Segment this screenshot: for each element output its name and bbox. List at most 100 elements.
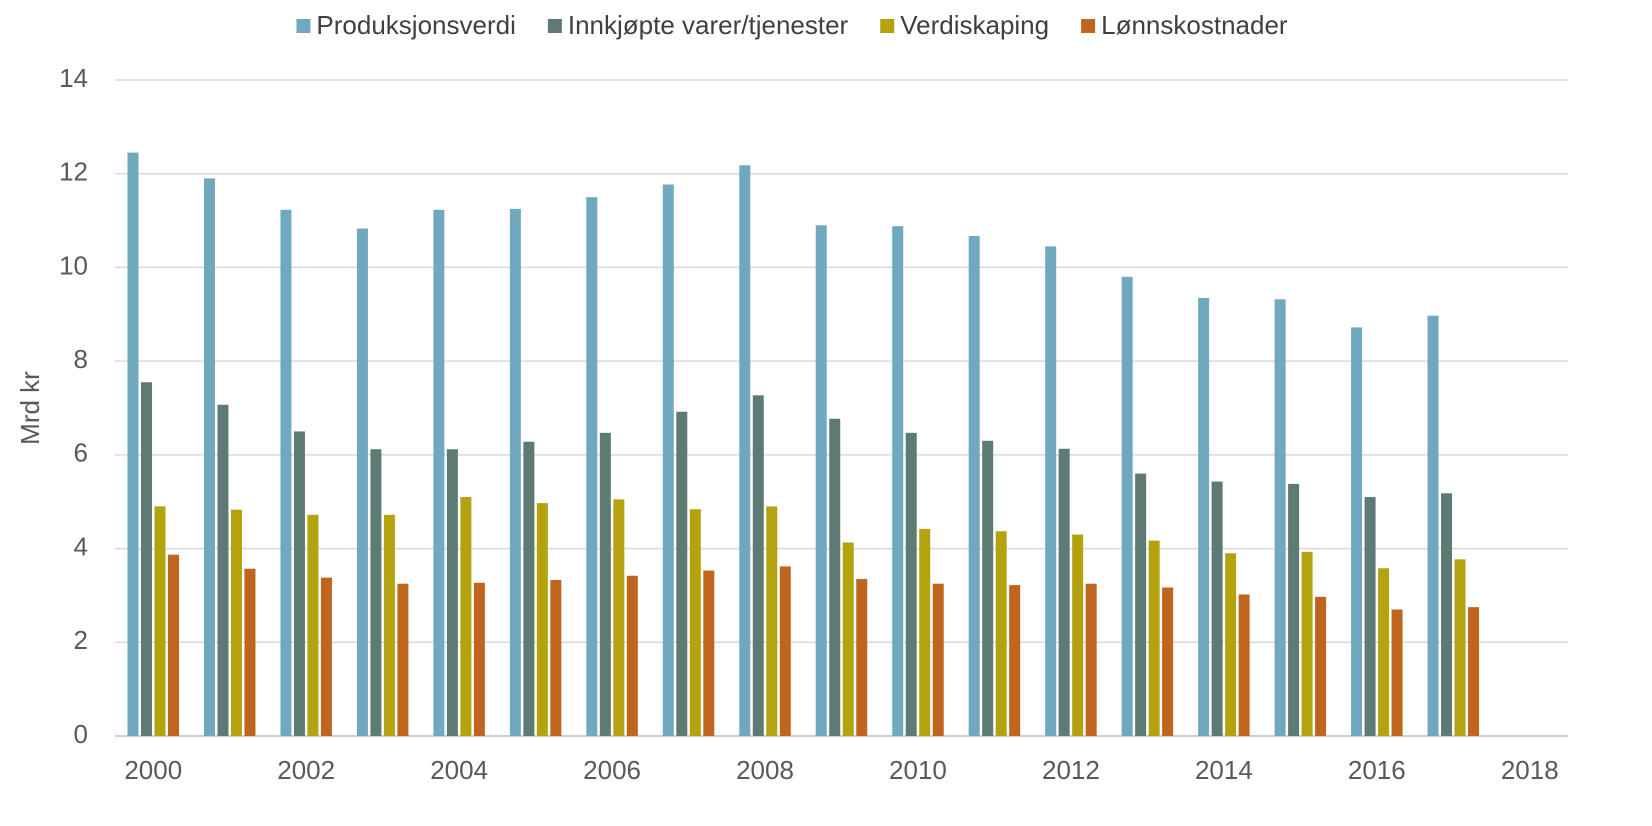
bar (1045, 246, 1057, 737)
x-tick-label: 2000 (124, 755, 182, 785)
bar (473, 582, 485, 736)
bar (1058, 448, 1070, 736)
legend-label: Lønnskostnader (1101, 10, 1288, 40)
legend-label: Verdiskaping (900, 10, 1049, 40)
bar (856, 579, 868, 736)
bar (1288, 483, 1300, 736)
x-tick-label: 2002 (277, 755, 335, 785)
bar (1315, 596, 1327, 736)
x-tick-label: 2010 (889, 755, 947, 785)
bar (932, 583, 944, 736)
x-tick-label: 2008 (736, 755, 794, 785)
bar (919, 528, 931, 736)
x-tick-label: 2012 (1042, 755, 1100, 785)
bar (815, 225, 827, 736)
bar (383, 514, 395, 736)
bar (689, 509, 701, 736)
bar (739, 165, 751, 736)
bar (1364, 497, 1376, 736)
bar (968, 236, 980, 736)
legend: Produksjonsverdi Innkjøpte varer/tjeneste… (296, 10, 1288, 40)
bar (509, 208, 521, 736)
y-tick-label: 8 (74, 344, 88, 374)
bar (203, 178, 215, 736)
bar (397, 583, 409, 736)
bar (1301, 551, 1313, 736)
bar (1121, 276, 1133, 736)
bar (1441, 493, 1453, 736)
bar (752, 395, 764, 736)
bar (586, 197, 598, 737)
bar (154, 506, 166, 736)
bar (1468, 607, 1480, 736)
x-tick-label: 2018 (1501, 755, 1559, 785)
bar (842, 542, 854, 736)
bar (982, 440, 994, 736)
bar (1211, 481, 1223, 736)
bar (356, 228, 368, 736)
y-tick-label: 2 (74, 625, 88, 655)
bar (550, 579, 562, 736)
x-tick-label: 2004 (430, 755, 488, 785)
bar (995, 531, 1007, 736)
bar (217, 404, 229, 736)
legend-swatch (880, 19, 895, 33)
bar (626, 575, 638, 736)
bar (1238, 594, 1250, 736)
bar (1454, 559, 1466, 736)
y-tick-label: 10 (59, 250, 88, 280)
bar (1351, 327, 1363, 736)
bar (1072, 534, 1084, 736)
bar (446, 449, 458, 736)
bar (1085, 583, 1097, 736)
bar (829, 418, 841, 736)
y-axis-label: Mrd kr (15, 371, 45, 445)
bar (536, 503, 548, 736)
bar (1135, 473, 1147, 736)
bar (127, 152, 139, 737)
x-tick-label: 2016 (1348, 755, 1406, 785)
bar (280, 209, 292, 736)
bar (523, 441, 535, 736)
bar (1378, 568, 1390, 736)
bar (460, 497, 472, 736)
bar (613, 499, 625, 736)
bar (1391, 609, 1403, 736)
legend-swatch (296, 19, 311, 33)
y-tick-label: 4 (74, 531, 88, 561)
y-tick-label: 14 (59, 63, 88, 93)
bar (140, 382, 152, 736)
bar (703, 570, 715, 736)
legend-swatch (1081, 19, 1096, 33)
bar (1148, 540, 1160, 736)
bar (293, 431, 305, 736)
bar (1162, 587, 1174, 736)
bar (905, 432, 917, 736)
bar (766, 506, 778, 736)
bar (370, 449, 382, 736)
bar (1225, 553, 1237, 736)
bar (230, 509, 242, 736)
legend-swatch (547, 19, 562, 33)
bar (1274, 299, 1286, 736)
bar (599, 432, 611, 736)
bar (167, 554, 179, 736)
bar (892, 226, 904, 737)
legend-label: Produksjonsverdi (316, 10, 515, 40)
bar (1427, 315, 1439, 736)
bar (1198, 297, 1210, 736)
bar (662, 184, 674, 736)
y-tick-label: 12 (59, 157, 88, 187)
bar (779, 566, 791, 736)
bar (676, 411, 688, 736)
bar (244, 568, 256, 736)
y-tick-label: 0 (74, 719, 88, 749)
legend-label: Innkjøpte varer/tjenester (568, 10, 849, 40)
bar (320, 577, 332, 736)
bar (307, 514, 319, 736)
y-tick-label: 6 (74, 438, 88, 468)
x-tick-label: 2006 (583, 755, 641, 785)
bar (1009, 585, 1021, 736)
x-tick-label: 2014 (1195, 755, 1253, 785)
